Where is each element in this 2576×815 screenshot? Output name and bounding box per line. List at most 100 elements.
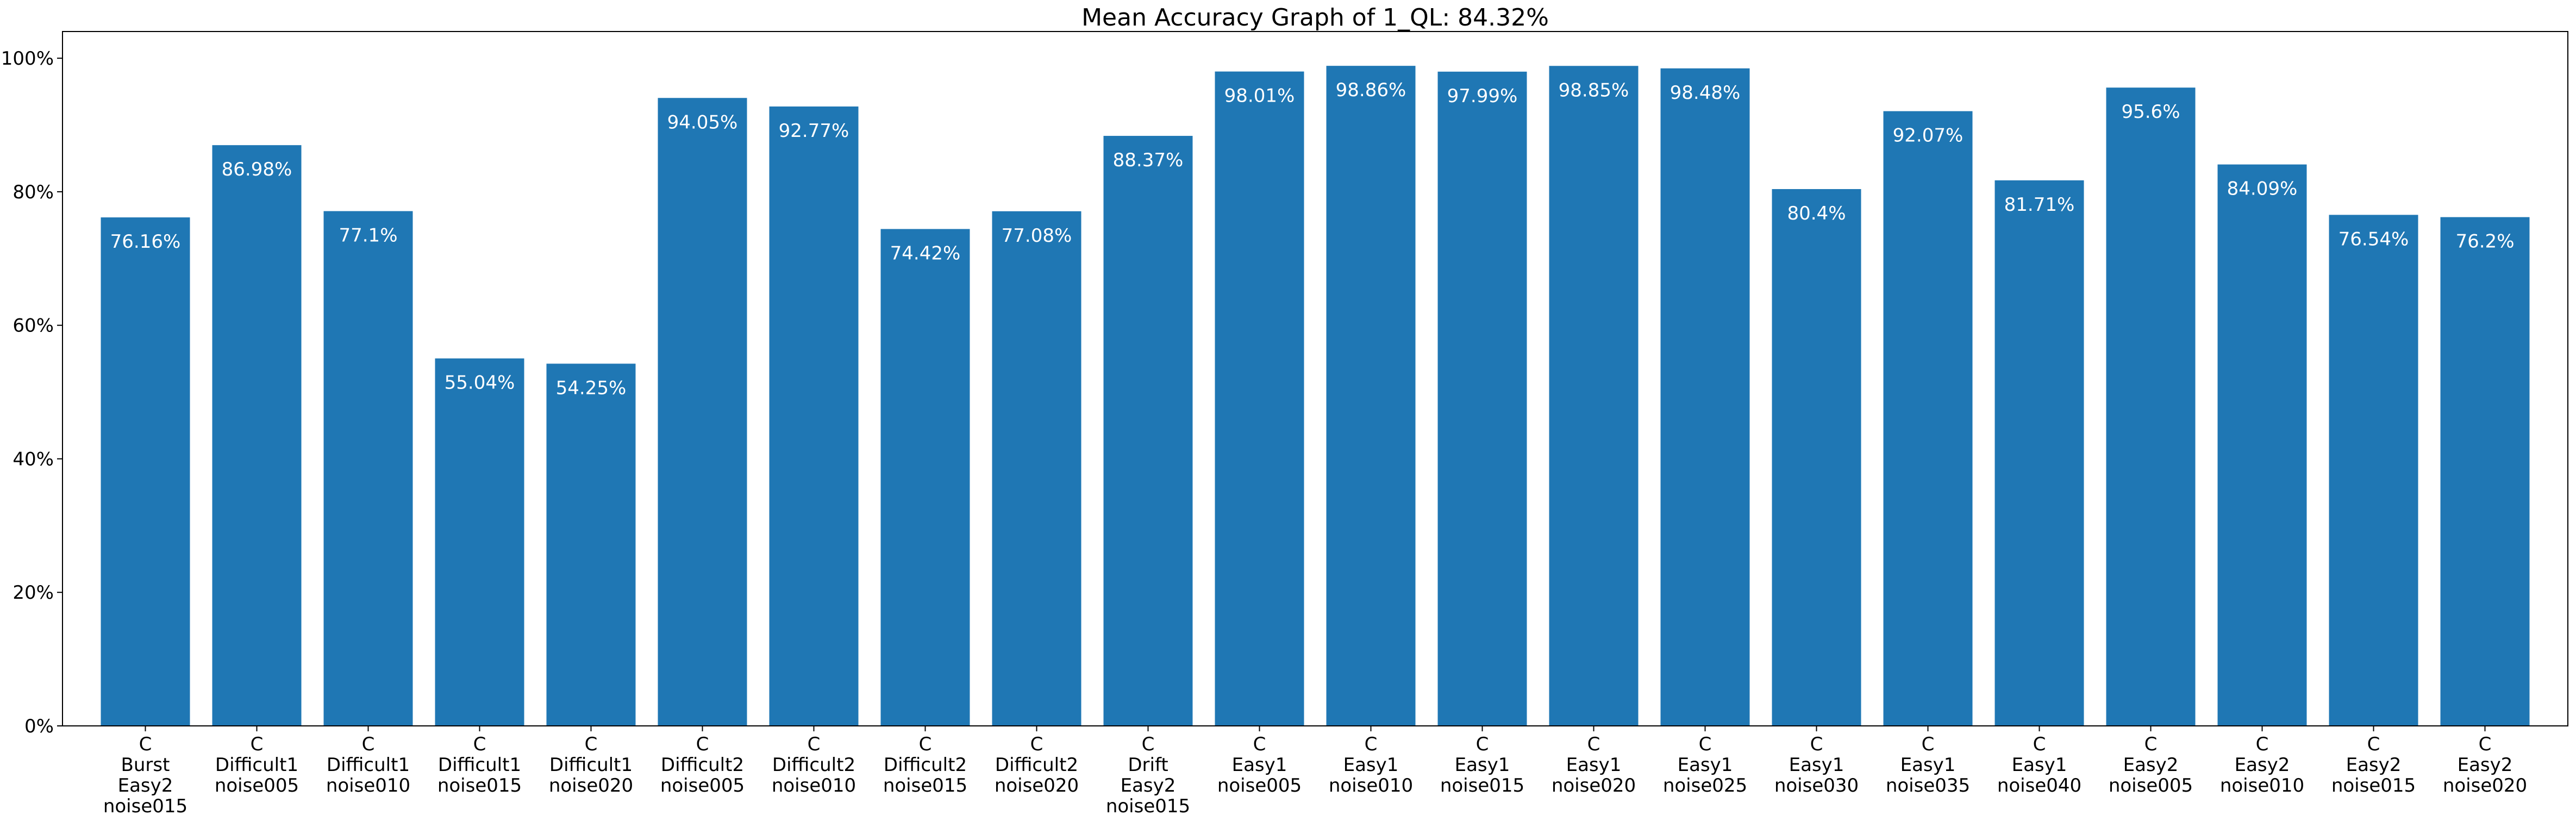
bar — [2440, 217, 2530, 726]
bar — [1883, 111, 1973, 726]
x-tick-label-line: noise020 — [549, 775, 633, 797]
x-tick-label-line: Drift — [1128, 754, 1168, 776]
x-tick-label-line: C — [1142, 734, 1155, 755]
x-tick-label: C Difficult1 noise010 — [326, 734, 410, 797]
x-tick-label-line: noise015 — [1440, 775, 1524, 797]
bar — [992, 211, 1081, 726]
x-tick-label-line: C — [1030, 734, 1043, 755]
data-label: 55.04% — [445, 372, 515, 394]
x-tick-label-line: noise015 — [1106, 795, 1190, 815]
y-tick-label: 0% — [24, 716, 54, 737]
x-tick-label-line: C — [808, 734, 821, 755]
x-tick-label-line: noise005 — [1217, 775, 1302, 797]
x-tick-label-line: C — [585, 734, 598, 755]
x-tick-label-line: Difficult1 — [327, 754, 410, 776]
x-tick-label: C Easy1 noise005 — [1217, 734, 1302, 797]
data-label: 80.4% — [1787, 203, 1846, 224]
bar — [546, 363, 636, 726]
data-label: 98.86% — [1336, 79, 1406, 101]
data-label: 92.07% — [1893, 125, 1964, 147]
bar — [1215, 71, 1304, 726]
bar — [2217, 164, 2307, 726]
x-tick-label: C Easy1 noise030 — [1774, 734, 1859, 797]
x-tick-label-line: Difficult1 — [438, 754, 521, 776]
x-tick-label-line: Burst — [121, 754, 170, 776]
x-tick-label-line: C — [1922, 734, 1935, 755]
x-tick-label-line: noise010 — [772, 775, 856, 797]
x-tick-label-line: Easy2 — [2346, 754, 2402, 776]
x-tick-label: C Easy1 noise035 — [1886, 734, 1970, 797]
x-tick-label-line: C — [2367, 734, 2380, 755]
bar — [1326, 66, 1416, 726]
x-tick-label-line: Difficult2 — [995, 754, 1078, 776]
data-label: 98.85% — [1559, 79, 1629, 101]
bar — [658, 98, 747, 726]
x-tick-label-line: noise020 — [1552, 775, 1636, 797]
x-tick-label-line: Difficult2 — [772, 754, 855, 776]
bar — [101, 217, 190, 726]
x-tick-label-line: Easy1 — [1566, 754, 1622, 776]
x-tick-label-line: Easy1 — [1678, 754, 1733, 776]
x-tick-label: C Burst Easy2 noise015 — [103, 734, 187, 815]
data-label: 76.2% — [2455, 231, 2514, 253]
data-label: 77.1% — [339, 225, 397, 247]
x-tick-label: C Easy2 noise015 — [2331, 734, 2416, 797]
bar — [1660, 68, 1750, 726]
data-label: 77.08% — [1002, 225, 1072, 247]
x-tick-label-line: noise015 — [103, 795, 187, 815]
x-tick-label: C Easy1 noise020 — [1552, 734, 1636, 797]
x-tick-label-line: Difficult1 — [549, 754, 633, 776]
data-label: 54.25% — [556, 377, 627, 399]
x-tick-label-line: Easy2 — [2235, 754, 2290, 776]
y-tick-label: 60% — [12, 315, 54, 337]
data-label: 76.16% — [110, 231, 181, 253]
x-tick-label-line: noise025 — [1663, 775, 1747, 797]
y-tick-label: 20% — [12, 582, 54, 604]
x-tick-label: C Easy1 noise015 — [1440, 734, 1524, 797]
x-tick-label-line: noise010 — [1329, 775, 1413, 797]
x-tick-label-line: C — [1587, 734, 1600, 755]
bar — [212, 145, 302, 726]
x-tick-label-line: noise030 — [1774, 775, 1859, 797]
bar — [323, 211, 413, 726]
x-tick-label: C Difficult1 noise005 — [215, 734, 299, 797]
x-tick-label-line: Easy1 — [1789, 754, 1845, 776]
x-tick-label-line: C — [2144, 734, 2158, 755]
bar — [2106, 87, 2196, 726]
x-tick-label-line: C — [2033, 734, 2046, 755]
x-tick-label-line: Easy2 — [1121, 775, 1176, 797]
x-tick-label-line: noise035 — [1886, 775, 1970, 797]
x-tick-label: C Difficult1 noise020 — [549, 734, 633, 797]
x-tick-label-line: noise015 — [2331, 775, 2416, 797]
bar — [1437, 71, 1527, 726]
bar — [2329, 215, 2418, 726]
bar — [1772, 189, 1861, 726]
data-label: 92.77% — [779, 120, 849, 142]
x-tick-label-line: noise010 — [326, 775, 410, 797]
data-label: 98.48% — [1670, 82, 1741, 104]
bars: 76.16% 86.98% 77.1% 55.04% 54.25% 94.05% 92.77… — [101, 66, 2530, 726]
y-tick-label: 80% — [12, 181, 54, 203]
x-tick-label-line: Easy1 — [1900, 754, 1956, 776]
x-tick-label: C Easy1 noise010 — [1329, 734, 1413, 797]
x-tick-label: C Difficult2 noise010 — [772, 734, 856, 797]
x-tick-label-line: noise020 — [2443, 775, 2527, 797]
x-tick-label: C Drift Easy2 noise015 — [1106, 734, 1190, 815]
x-tick-label: C Easy2 noise020 — [2443, 734, 2527, 797]
y-axis: 0% 20% 40% 60% 80% 100% — [1, 48, 62, 737]
chart-title: Mean Accuracy Graph of 1_QL: 84.32% — [1081, 4, 1549, 32]
x-tick-label-line: noise015 — [883, 775, 967, 797]
x-tick-label-line: C — [473, 734, 486, 755]
x-tick-label-line: Easy2 — [118, 775, 173, 797]
x-tick-label-line: C — [251, 734, 264, 755]
x-tick-label-line: C — [1365, 734, 1378, 755]
x-tick-label-line: C — [1253, 734, 1266, 755]
bar — [1549, 66, 1639, 726]
x-tick-label-line: Difficult1 — [215, 754, 298, 776]
y-tick-label: 40% — [12, 448, 54, 470]
data-label: 84.09% — [2227, 178, 2298, 200]
x-tick-label-line: noise040 — [1997, 775, 2081, 797]
x-tick-label-line: C — [1810, 734, 1823, 755]
